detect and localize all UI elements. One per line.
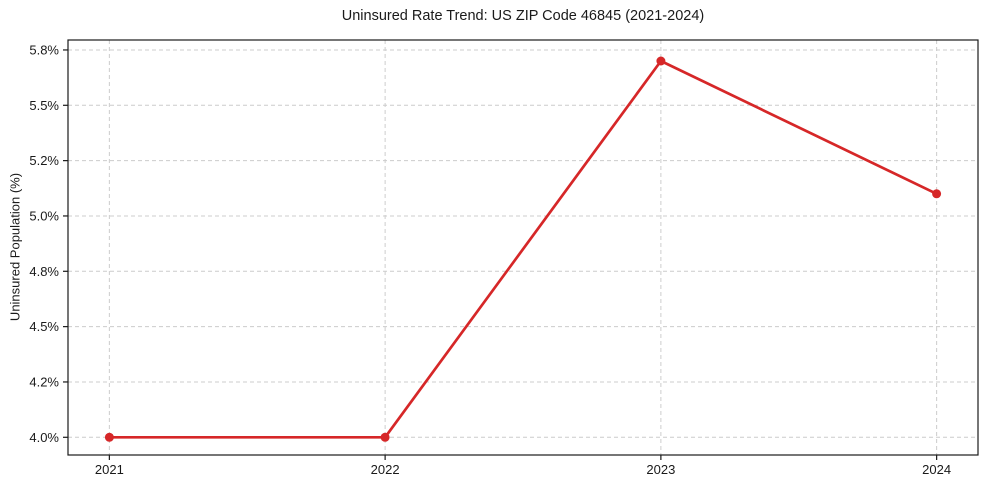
plot-border <box>67 39 979 456</box>
y-axis-tick-label: 5.2% <box>29 153 59 168</box>
y-axis-tick-label: 5.5% <box>29 98 59 113</box>
data-line <box>108 59 938 439</box>
x-axis-tick-label: 2023 <box>646 462 675 477</box>
y-axis-tick-label: 4.8% <box>29 264 59 279</box>
y-axis-tick-label: 5.8% <box>29 42 59 57</box>
data-point-marker <box>380 432 390 442</box>
x-axis-tick-label: 2024 <box>922 462 951 477</box>
x-axis-tick-label: 2022 <box>371 462 400 477</box>
data-point-marker <box>932 189 942 199</box>
x-axis-tick-label: 2021 <box>95 462 124 477</box>
y-axis-tick-label: 4.5% <box>29 319 59 334</box>
y-axis-tick-label: 5.0% <box>29 208 59 223</box>
data-point-marker <box>656 56 666 66</box>
y-axis-tick-label: 4.2% <box>29 374 59 389</box>
data-point-marker <box>104 432 114 442</box>
chart-title: Uninsured Rate Trend: US ZIP Code 46845 … <box>341 8 705 24</box>
y-axis-tick-label: 4.0% <box>29 430 59 445</box>
